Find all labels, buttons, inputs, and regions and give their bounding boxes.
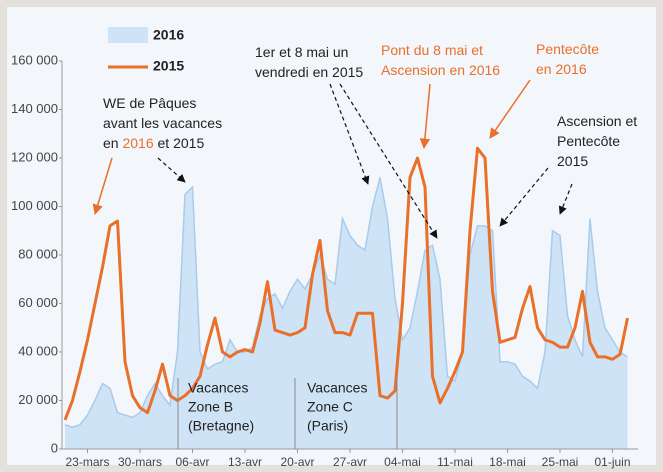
annotation: Pont du 8 mai et [381,42,483,58]
annotation: vendredi en 2015 [255,64,363,80]
x-tick-label: 27-avr [333,455,367,469]
annotation-text: Ascension et [557,113,637,129]
annotation: WE de Pâques [103,95,196,111]
annotation-text: 1er et 8 mai un [255,44,348,60]
y-tick-label: 160 000 [11,52,58,67]
annotation: Pentecôte [557,133,620,149]
x-tick-label: 18-mai [489,455,526,469]
arrow [92,157,113,216]
legend-swatch [108,27,148,43]
y-tick-label: 80 000 [18,246,58,261]
x-tick-label: 06-avr [175,455,209,469]
arrow [558,183,573,215]
annotation-text: en [103,135,122,151]
annotation: 1er et 8 mai un [255,44,348,60]
annotation-text: avant les vacances [103,115,222,131]
annotation-text: 2015 [557,153,588,169]
y-tick-label: 0 [51,440,58,455]
annotation-text: WE de Pâques [103,95,196,111]
annotation-text: Pentecôte [536,41,599,57]
annotation: Ascension et [557,113,637,129]
arrow [157,157,186,183]
annotation: Pentecôte [536,41,599,57]
x-tick-label: 25-mai [542,455,579,469]
annotation: Ascension en 2016 [381,62,500,78]
y-tick-label: 120 000 [11,149,58,164]
x-tick-label: 04-mai [384,455,421,469]
period-label: Zone B [188,399,233,415]
annotation: en 2016 et 2015 [103,135,204,151]
annotation-text: Ascension en 2016 [381,62,500,78]
legend-label: 2016 [153,27,184,43]
x-tick-label: 20-avr [280,455,314,469]
area-2016 [65,177,628,449]
period-label: Zone C [307,399,353,415]
arrow [499,167,549,227]
annotation-text: vendredi en 2015 [255,64,363,80]
y-tick-label: 100 000 [11,198,58,213]
y-tick-label: 140 000 [11,101,58,116]
period-label: (Paris) [307,418,348,434]
period-label: Vacances [307,380,367,396]
y-tick-label: 20 000 [18,392,58,407]
period-label: Vacances [188,380,248,396]
x-tick-label: 30-mars [118,455,162,469]
arrow [339,83,438,239]
x-tick-label: 01-juin [594,455,630,469]
arrow [329,83,370,185]
y-tick-label: 60 000 [18,295,58,310]
area-edge-2016 [64,177,628,428]
annotation: en 2016 [536,61,587,77]
arrow [419,83,431,150]
x-tick-label: 23-mars [65,455,109,469]
annotation-text: en 2016 [536,61,587,77]
annotation: avant les vacances [103,115,222,131]
period-label: (Bretagne) [188,418,254,434]
annotation-text: 2016 [122,135,153,151]
annotation-text: Pentecôte [557,133,620,149]
annotation-text: Pont du 8 mai et [381,42,483,58]
annotation-text: et 2015 [154,135,205,151]
arrow [489,79,531,139]
y-tick-label: 40 000 [18,343,58,358]
legend-label: 2015 [153,58,184,74]
annotation: 2015 [557,153,588,169]
x-tick-label: 13-avr [228,455,262,469]
x-tick-label: 11-mai [437,455,473,469]
line-2015 [63,146,629,421]
